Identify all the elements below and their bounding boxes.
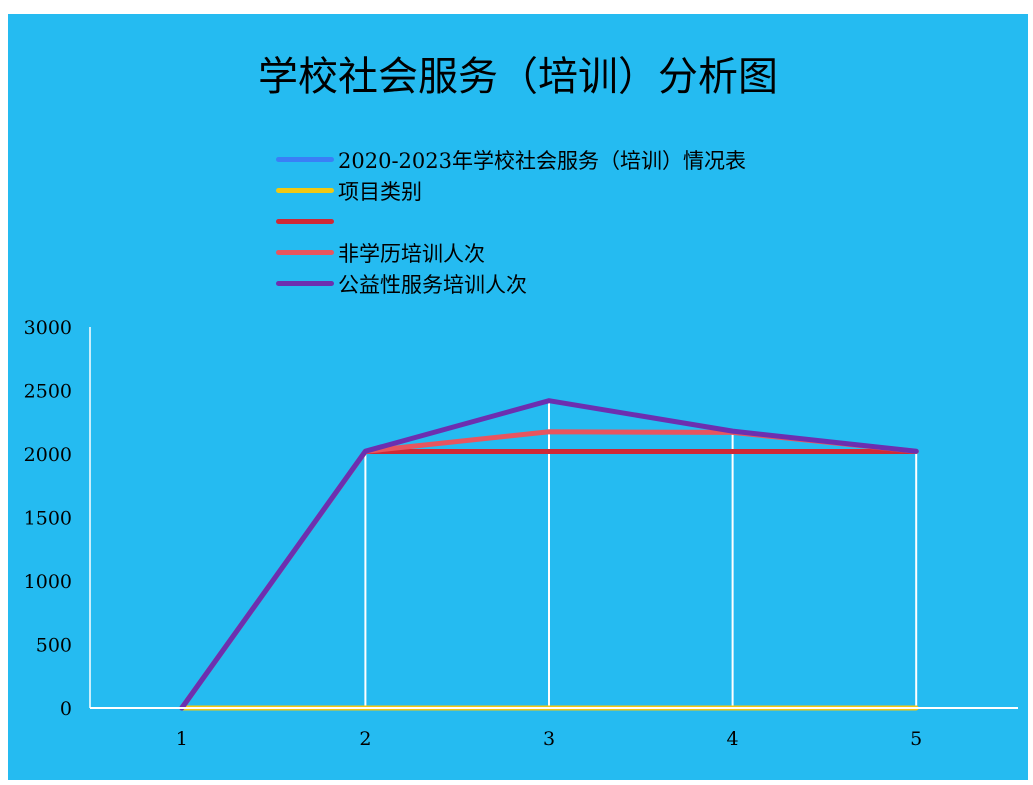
legend-swatch — [276, 250, 334, 255]
plot-area: 0 500 1000 1500 2000 2500 3000 1 2 3 4 5 — [24, 317, 1018, 750]
chart-legend: 2020-2023年学校社会服务（培训）情况表 项目类别非学历培训人次公益性服务培… — [276, 144, 746, 299]
chart-area: 学校社会服务（培训）分析图 2020-2023年学校社会服务（培训）情况表 项目类… — [8, 14, 1028, 780]
y-tick-label: 500 — [36, 635, 72, 657]
legend-swatch — [276, 281, 334, 286]
legend-label: 非学历培训人次 — [338, 241, 485, 266]
y-tick-label: 2500 — [24, 381, 72, 403]
y-tick-label: 1000 — [24, 571, 72, 593]
x-tick-label: 1 — [176, 728, 188, 750]
y-tick-label: 1500 — [24, 508, 72, 530]
x-tick-label: 4 — [727, 728, 739, 750]
legend-item: 公益性服务培训人次 — [276, 268, 746, 299]
legend-item — [276, 206, 746, 237]
legend-item: 非学历培训人次 — [276, 237, 746, 268]
series-line — [179, 398, 919, 711]
chart-title: 学校社会服务（培训）分析图 — [258, 54, 778, 100]
legend-swatch — [276, 219, 334, 224]
legend-swatch — [276, 157, 334, 162]
legend-item: 项目类别 — [276, 175, 746, 206]
x-tick-label: 5 — [910, 728, 922, 750]
y-tick-label: 0 — [60, 698, 72, 720]
legend-label: 公益性服务培训人次 — [338, 272, 527, 297]
y-tick-label: 3000 — [24, 317, 72, 339]
x-tick-label: 2 — [359, 728, 371, 750]
x-tick-label: 3 — [543, 728, 555, 750]
legend-swatch — [276, 188, 334, 193]
y-tick-label: 2000 — [24, 444, 72, 466]
legend-label: 2020-2023年学校社会服务（培训）情况表 — [338, 148, 746, 173]
legend-item: 2020-2023年学校社会服务（培训）情况表 — [276, 144, 746, 175]
legend-label: 项目类别 — [338, 179, 422, 204]
